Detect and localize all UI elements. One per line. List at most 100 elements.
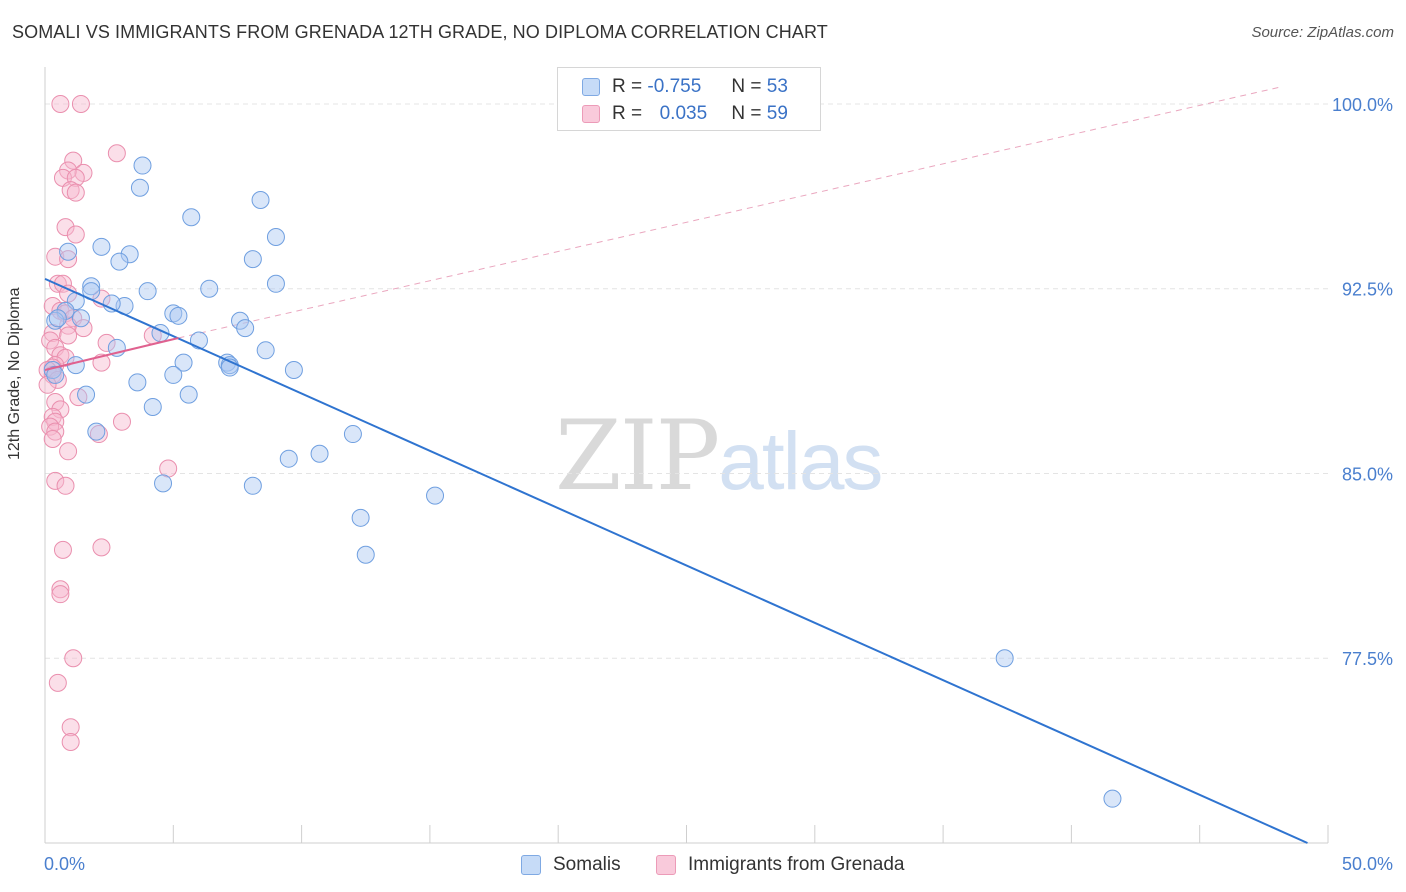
grenada-point <box>61 732 80 751</box>
somali-point <box>169 306 188 325</box>
somali-point <box>995 649 1014 668</box>
grenada-point <box>51 94 70 113</box>
somali-point <box>164 304 183 323</box>
somali-point <box>351 508 370 527</box>
somali-point <box>310 444 329 463</box>
grenada-point <box>56 348 75 367</box>
grenada-point <box>66 225 85 244</box>
grenada-point <box>46 412 65 431</box>
grenada-point <box>64 649 83 668</box>
y-tick-label: 100.0% <box>1332 95 1393 115</box>
grenada-point <box>97 333 116 352</box>
somali-point <box>46 311 65 330</box>
legend-row-somalis: R = -0.755 N = 53 <box>582 74 788 100</box>
somali-point <box>110 252 129 271</box>
somali-point <box>66 356 85 375</box>
somali-point <box>82 277 101 296</box>
grenada-point <box>48 673 67 692</box>
legend-item-grenada[interactable]: Immigrants from Grenada <box>656 852 904 878</box>
watermark-atlas: atlas <box>718 416 883 507</box>
somali-point <box>236 319 255 338</box>
somali-point <box>92 237 111 256</box>
somali-point <box>284 361 303 380</box>
grenada-point <box>43 429 62 448</box>
grenada-point <box>66 183 85 202</box>
n-label: N = <box>731 76 762 97</box>
somali-point <box>133 156 152 175</box>
series-legend: Somalis Immigrants from Grenada <box>0 852 1406 878</box>
grenada-point <box>61 181 80 200</box>
somali-point <box>279 449 298 468</box>
y-tick-label: 92.5% <box>1342 280 1393 300</box>
grenada-point <box>89 425 108 444</box>
somali-point <box>71 309 90 328</box>
grenada-trend-line <box>44 337 179 371</box>
grenada-point <box>51 580 70 599</box>
somali-point <box>266 227 285 246</box>
somali-point <box>356 545 375 564</box>
grenada-point <box>59 442 78 461</box>
grenada-point <box>56 218 75 237</box>
somali-point <box>189 331 208 350</box>
somali-point <box>48 309 67 328</box>
somali-point <box>251 191 270 210</box>
legend-item-somalis[interactable]: Somalis <box>521 852 621 878</box>
grenada-point <box>59 250 78 269</box>
watermark: ZIPatlas <box>555 400 883 512</box>
somali-point <box>143 397 162 416</box>
grenada-point <box>107 144 126 163</box>
grenada-point <box>64 151 83 170</box>
grenada-point <box>53 540 72 559</box>
x-tick-label: 0.0% <box>44 854 85 874</box>
somali-point <box>120 245 139 264</box>
grenada-point <box>46 471 65 490</box>
source-label: Source: ZipAtlas.com <box>1251 24 1394 41</box>
r-label: R = <box>612 76 643 97</box>
grenada-point <box>46 422 65 441</box>
somali-trend-line <box>44 277 1308 844</box>
grenada-point <box>51 585 70 604</box>
somali-point <box>266 274 285 293</box>
somali-point <box>164 365 183 384</box>
grenada-legend-swatch <box>656 855 676 875</box>
somali-point <box>43 361 62 380</box>
somalis-legend-swatch <box>521 855 541 875</box>
somalis-swatch <box>582 78 600 96</box>
somali-point <box>154 474 173 493</box>
correlation-legend: R = -0.755 N = 53 R = 0.035 N = 59 <box>557 67 821 131</box>
grenada-point <box>56 476 75 495</box>
somali-point <box>59 242 78 261</box>
r-label: R = <box>612 103 643 124</box>
watermark-zip: ZIP <box>555 400 720 512</box>
grenada-point <box>48 370 67 389</box>
somali-point <box>1103 789 1122 808</box>
grenada-reference-line <box>178 86 1282 339</box>
legend-row-grenada: R = 0.035 N = 59 <box>582 101 788 127</box>
somali-point <box>179 385 198 404</box>
y-axis-label: 12th Grade, No Diploma <box>6 287 23 460</box>
grenada-point <box>92 538 111 557</box>
r-value: 0.035 <box>659 103 708 124</box>
chart-title: SOMALI VS IMMIGRANTS FROM GRENADA 12TH G… <box>12 22 828 42</box>
grenada-point <box>71 94 90 113</box>
somali-point <box>77 385 96 404</box>
somali-point <box>174 353 193 372</box>
y-tick-label: 77.5% <box>1342 649 1393 669</box>
grenada-point <box>61 718 80 737</box>
somali-point <box>46 365 65 384</box>
r-value: -0.755 <box>647 76 702 97</box>
somali-point <box>138 282 157 301</box>
somali-point <box>256 341 275 360</box>
grenada-legend-label: Immigrants from Grenada <box>688 854 905 875</box>
n-value: 53 <box>766 76 788 97</box>
grenada-swatch <box>582 105 600 123</box>
somali-point <box>243 476 262 495</box>
somali-point <box>343 425 362 444</box>
somali-point <box>128 373 147 392</box>
somali-point <box>200 279 219 298</box>
somali-point <box>182 208 201 227</box>
somalis-legend-label: Somalis <box>553 854 621 875</box>
grenada-point <box>59 326 78 345</box>
somali-point <box>426 486 445 505</box>
